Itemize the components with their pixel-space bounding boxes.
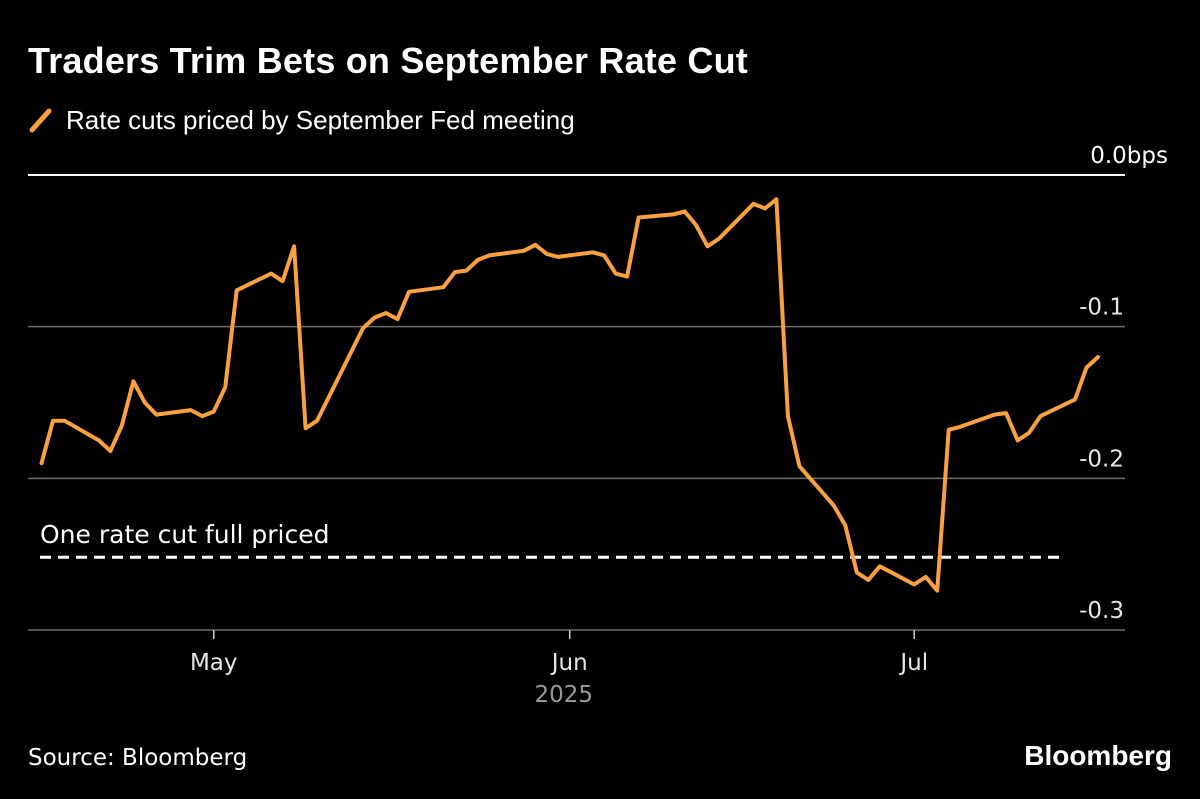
legend-line-icon <box>29 108 52 133</box>
series-line-0 <box>39 197 1100 593</box>
x-year-label: 2025 <box>534 682 593 708</box>
x-tick-label-2: Jul <box>898 650 928 676</box>
y-tick-label-2: -0.2 <box>1079 446 1124 472</box>
reference-line-label: One rate cut full priced <box>40 520 330 549</box>
chart-title: Traders Trim Bets on September Rate Cut <box>28 40 748 81</box>
x-tick-label-1: Jun <box>550 650 588 676</box>
reference-line-group: One rate cut full priced <box>40 520 1062 559</box>
axis-labels: 0.0bps -0.1 -0.2 -0.3 May Jun Jul 2025 <box>190 143 1168 708</box>
y-tick-label-3: -0.3 <box>1079 598 1124 624</box>
x-tick-label-0: May <box>190 650 238 676</box>
legend-label: Rate cuts priced by September Fed meetin… <box>66 104 575 135</box>
series-group <box>39 197 1100 593</box>
source-note: Source: Bloomberg <box>28 745 248 771</box>
y-tick-label-0: 0.0bps <box>1090 143 1168 169</box>
legend-swatch-line <box>29 108 52 133</box>
legend: Rate cuts priced by September Fed meetin… <box>28 102 575 138</box>
gridlines <box>28 174 1125 631</box>
y-tick-label-1: -0.1 <box>1079 295 1124 321</box>
bloomberg-logo: Bloomberg <box>1024 740 1172 771</box>
